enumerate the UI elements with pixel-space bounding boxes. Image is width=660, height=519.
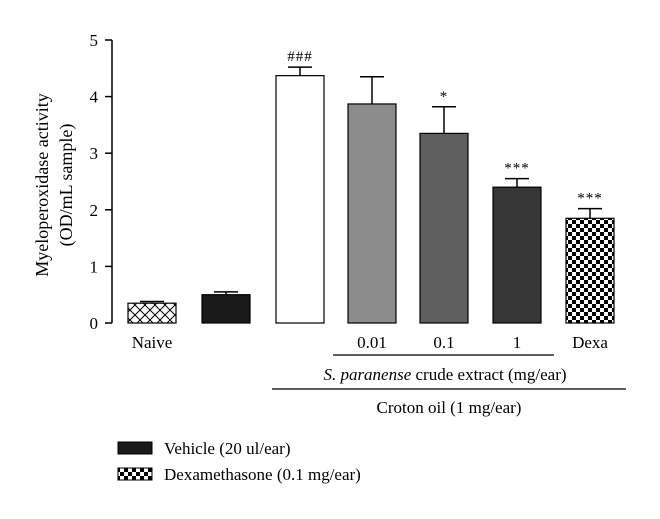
croton-group-label: Croton oil (1 mg/ear) (377, 398, 522, 417)
y-axis: 0 1 2 3 4 5 (90, 31, 113, 333)
extract-unit-text: crude extract (mg/ear) (411, 365, 566, 384)
significance-label: ### (287, 49, 313, 65)
significance-label: *** (577, 191, 603, 207)
category-label: Dexa (572, 333, 608, 352)
extract-species-name: S. paranense (323, 365, 411, 384)
y-tick-label: 4 (90, 88, 99, 107)
y-axis-unit: (OD/mL sample) (56, 124, 77, 247)
y-tick-label: 0 (90, 314, 99, 333)
legend-label-dexamethasone: Dexamethasone (0.1 mg/ear) (164, 465, 361, 484)
bar (419, 132, 469, 324)
extract-group-label: S. paranense crude extract (mg/ear) (323, 365, 566, 384)
y-tick-label: 5 (90, 31, 99, 50)
significance-label: *** (504, 161, 530, 177)
bar (565, 217, 615, 324)
y-tick-label: 1 (90, 257, 99, 276)
bar (492, 186, 542, 324)
y-axis-title: Myeloperoxidase activity (OD/mL sample) (32, 93, 77, 276)
bar (275, 75, 325, 324)
y-axis-label: Myeloperoxidase activity (32, 93, 52, 276)
category-label: 0.01 (357, 333, 387, 352)
legend-label-vehicle: Vehicle (20 ul/ear) (164, 439, 291, 458)
bars-group: ###******* (127, 49, 615, 324)
category-label: 0.1 (433, 333, 454, 352)
significance-label: * (440, 89, 449, 105)
bar (201, 294, 251, 324)
legend-swatch-vehicle (117, 441, 153, 455)
category-label: 1 (513, 333, 522, 352)
category-labels: Naive 0.01 0.1 1 Dexa (132, 333, 609, 352)
legend: Vehicle (20 ul/ear) Dexamethasone (0.1 m… (117, 439, 361, 484)
category-label: Naive (132, 333, 173, 352)
legend-swatch-dexamethasone (117, 467, 153, 481)
y-tick-label: 2 (90, 201, 99, 220)
bar (127, 302, 177, 324)
bar (347, 103, 397, 324)
y-tick-label: 3 (90, 144, 99, 163)
